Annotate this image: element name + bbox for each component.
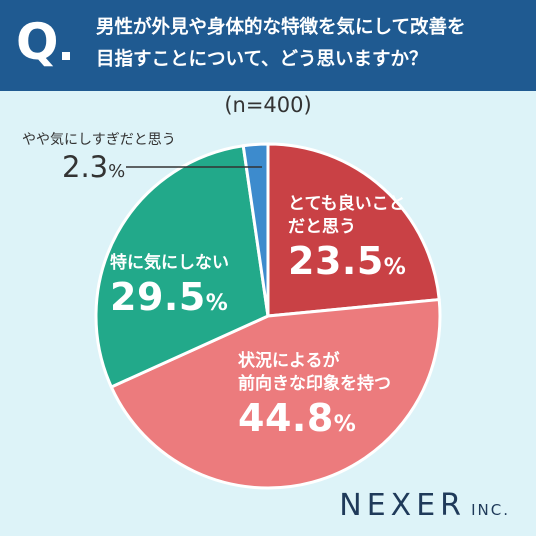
slice-value-depends: 44.8%	[238, 396, 357, 440]
sample-size-label: (n=400)	[224, 93, 312, 117]
question-header: Q 男性が外見や身体的な特徴を気にして改善を 目指すことについて、どう思いますか…	[0, 0, 536, 91]
pie-slice-depends	[109, 298, 442, 490]
q-mark: Q	[16, 13, 59, 71]
slice-label-very-good-line-2: だと思う	[288, 217, 356, 237]
brand-logo: NEXER INC.	[339, 488, 510, 523]
slice-label-very-good: とても良いこと だと思う 23.5%	[288, 193, 406, 290]
question-line-1: 男性が外見や身体的な特徴を気にして改善を	[96, 17, 466, 38]
slice-value-dont-care: 29.5%	[110, 275, 229, 319]
slice-label-dont-care-line-1: 特に気にしない	[110, 253, 229, 273]
slice-value-too-much: 2.3%	[62, 150, 126, 184]
slice-label-depends: 状況によるが 前向きな印象を持つ 44.8%	[238, 350, 391, 447]
pie-slice-too-much	[241, 142, 270, 318]
q-mark-dot	[62, 52, 70, 60]
pie-slice-dont-care	[94, 144, 270, 389]
slice-label-depends-line-2: 前向きな印象を持つ	[238, 374, 391, 394]
slice-value-very-good: 23.5%	[288, 239, 407, 283]
slice-label-too-much: やや気にしすぎだと思う	[22, 132, 176, 148]
question-line-2: 目指すことについて、どう思いますか？	[96, 49, 428, 70]
question-text: 男性が外見や身体的な特徴を気にして改善を 目指すことについて、どう思いますか？	[96, 12, 526, 76]
slice-label-very-good-line-1: とても良いこと	[288, 194, 406, 214]
slice-label-dont-care: 特に気にしない 29.5%	[110, 252, 229, 326]
slice-label-depends-line-1: 状況によるが	[238, 351, 340, 371]
pie-slice-very-good	[266, 142, 441, 318]
